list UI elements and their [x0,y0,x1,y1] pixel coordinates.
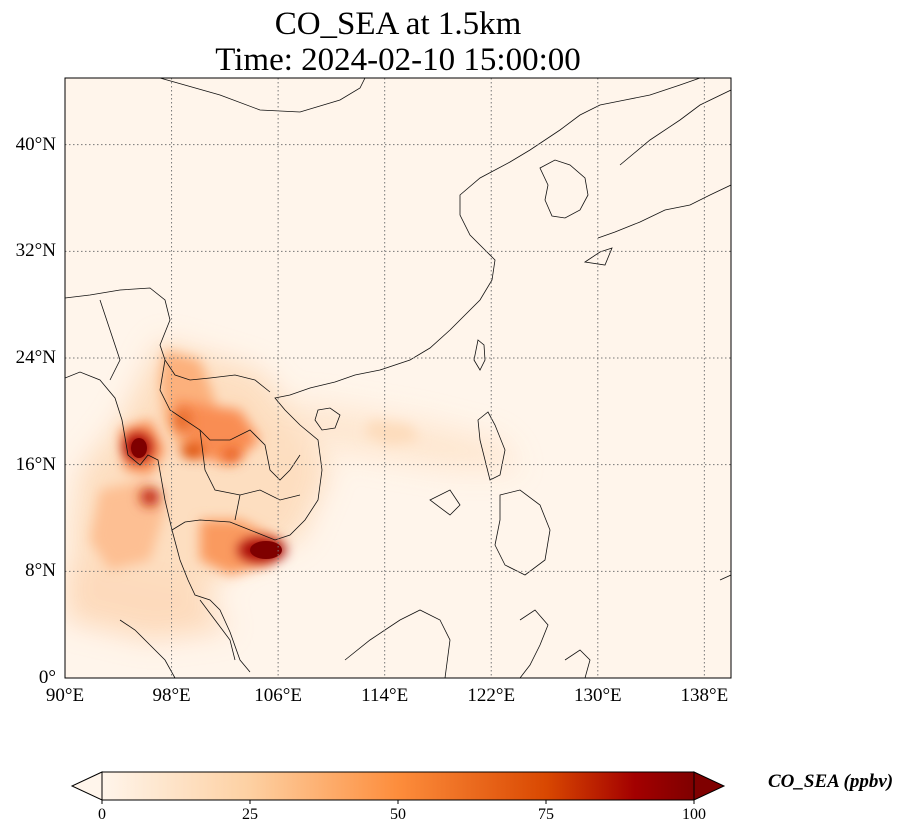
lon-tick-label: 122°E [467,685,516,706]
colorbar-extend-min [70,771,103,801]
lat-tick-label: 0° [38,667,56,688]
colorbar-bar [102,772,694,800]
colorbar-tick-label: 75 [538,806,554,823]
coastlines [65,78,731,678]
colorbar-label: CO_SEA (ppbv) [768,771,894,792]
lon-tick-label: 130°E [573,685,622,706]
colorbar-tick-label: 50 [390,806,406,823]
colorbar-tick-label: 0 [98,806,106,823]
colorbar-extend-max [693,771,726,801]
concentration-field [65,340,520,640]
colorbar-tick-label: 100 [682,806,706,823]
lon-tick-label: 90°E [45,685,85,706]
lon-tick-label: 98°E [152,685,191,706]
lat-tick-label: 24°N [15,347,56,368]
lon-tick-label: 114°E [361,685,409,706]
map-subtitle-time: Time: 2024-02-10 15:00:00 [215,42,581,78]
lon-tick-label: 138°E [680,685,729,706]
colorbar [70,771,726,801]
map-frame [64,77,732,679]
lon-tick-label: 106°E [254,685,302,706]
gridlines [65,78,731,678]
lat-tick-label: 32°N [15,240,56,262]
colorbar-tick-label: 25 [242,806,258,823]
lat-tick-label: 8°N [25,560,56,582]
map-title: CO_SEA at 1.5km [274,6,522,42]
lat-tick-label: 40°N [15,133,56,155]
lat-tick-label: 16°N [15,453,56,475]
